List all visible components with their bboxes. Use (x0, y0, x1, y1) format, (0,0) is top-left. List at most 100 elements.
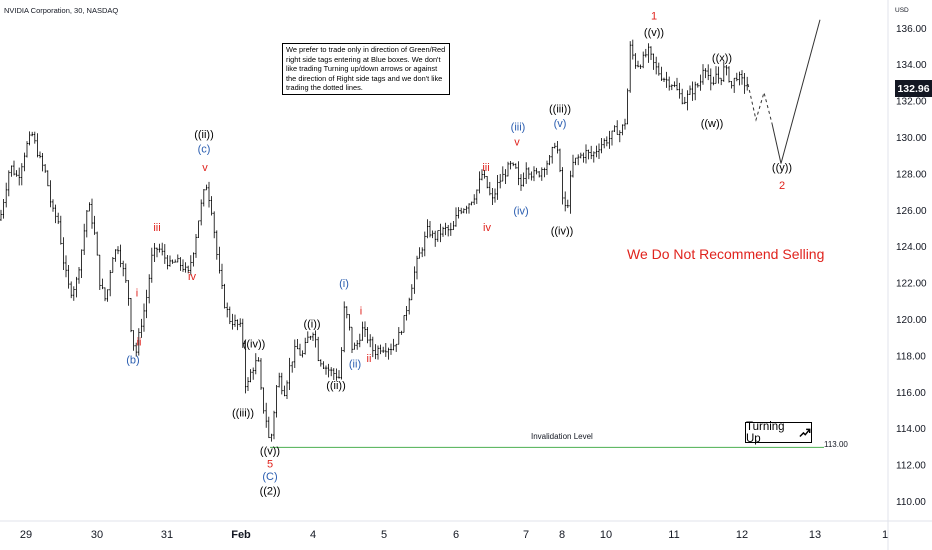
candle (519, 174, 523, 191)
candle (678, 82, 681, 99)
candle (605, 136, 608, 147)
candle (332, 368, 335, 380)
candle (717, 66, 720, 84)
candle (730, 80, 733, 89)
wave-label: ((iv)) (551, 225, 574, 237)
candle (31, 131, 34, 137)
candle (223, 283, 226, 309)
candle (226, 302, 229, 318)
candle (686, 90, 689, 111)
wave-label: 1 (651, 11, 657, 23)
y-tick-label: 122.00 (896, 279, 927, 290)
wave-label: i (136, 287, 138, 299)
y-tick-label: 120.00 (896, 315, 927, 326)
candle (727, 66, 731, 83)
candle (428, 221, 432, 238)
candle (5, 182, 8, 208)
candle (431, 230, 434, 239)
candle (106, 289, 109, 302)
candle (179, 257, 182, 271)
candle (57, 212, 60, 225)
candle (540, 167, 543, 181)
recommendation-text: We Do Not Recommend Selling (627, 246, 825, 262)
candle (49, 180, 52, 208)
x-tick-label: 7 (523, 529, 529, 541)
candle (51, 199, 55, 212)
candle (538, 171, 541, 178)
candle (454, 207, 458, 227)
turning-up-label: Turning Up (746, 420, 785, 445)
candle (603, 138, 606, 149)
candle (496, 174, 499, 200)
candle (114, 249, 117, 262)
candle (709, 68, 712, 91)
y-tick-label: 116.00 (896, 388, 926, 399)
candle (574, 157, 577, 166)
candle (639, 64, 642, 69)
candle (70, 281, 73, 299)
candle (335, 368, 338, 381)
x-tick-label: 5 (381, 529, 387, 541)
projection-dashed-path (747, 84, 773, 124)
candle (571, 154, 575, 178)
candle (228, 306, 231, 325)
candle (376, 345, 380, 360)
y-tick-label: 114.00 (896, 424, 926, 435)
candle (306, 331, 309, 344)
wave-label: iv (188, 271, 196, 283)
candle (249, 369, 252, 383)
candle (712, 76, 715, 86)
x-tick-label: 31 (161, 529, 173, 541)
y-tick-label: 118.00 (896, 351, 926, 362)
candle (88, 202, 91, 212)
candle (735, 72, 738, 82)
wave-label: i (360, 306, 362, 318)
invalidation-label: Invalidation Level (531, 432, 593, 441)
candle (467, 203, 471, 214)
candle (103, 287, 107, 302)
y-tick-label: 136.00 (896, 24, 927, 35)
candle (345, 306, 348, 319)
candle (109, 269, 112, 297)
candle (460, 207, 463, 215)
candle (488, 181, 491, 196)
candle (361, 321, 364, 341)
candle (597, 143, 601, 159)
candle (371, 336, 374, 358)
candle (699, 74, 702, 91)
chart-title: NVIDIA Corporation, 30, NASDAQ (4, 6, 119, 15)
candle (530, 171, 533, 181)
wave-labels-group: 1((v))((x))((w))((iii))(v)(iii)viiiiv(iv… (126, 11, 792, 498)
candle (135, 342, 138, 357)
candle (642, 51, 645, 69)
candle (501, 166, 504, 182)
candle (236, 319, 239, 331)
candle (98, 254, 101, 290)
wave-label: (c) (198, 144, 211, 156)
candle (153, 242, 156, 262)
candle (714, 66, 718, 84)
x-tick-label: 6 (453, 529, 459, 541)
candle (584, 144, 588, 164)
candle (397, 327, 400, 345)
candle (28, 131, 31, 146)
candle (301, 350, 304, 358)
candle (218, 246, 221, 274)
candle (309, 335, 312, 340)
wave-label: ((iv)) (243, 338, 266, 350)
candle (509, 160, 512, 170)
candle (150, 247, 153, 283)
candle (506, 161, 510, 177)
candle (280, 372, 283, 395)
turning-up-box[interactable]: Turning Up (745, 420, 812, 445)
candle (590, 145, 593, 160)
candle (421, 247, 424, 258)
candle (720, 77, 723, 86)
candle (75, 276, 78, 298)
candle (415, 255, 419, 280)
candle (582, 152, 585, 163)
wave-label: ii (367, 353, 372, 365)
candle (291, 361, 294, 373)
